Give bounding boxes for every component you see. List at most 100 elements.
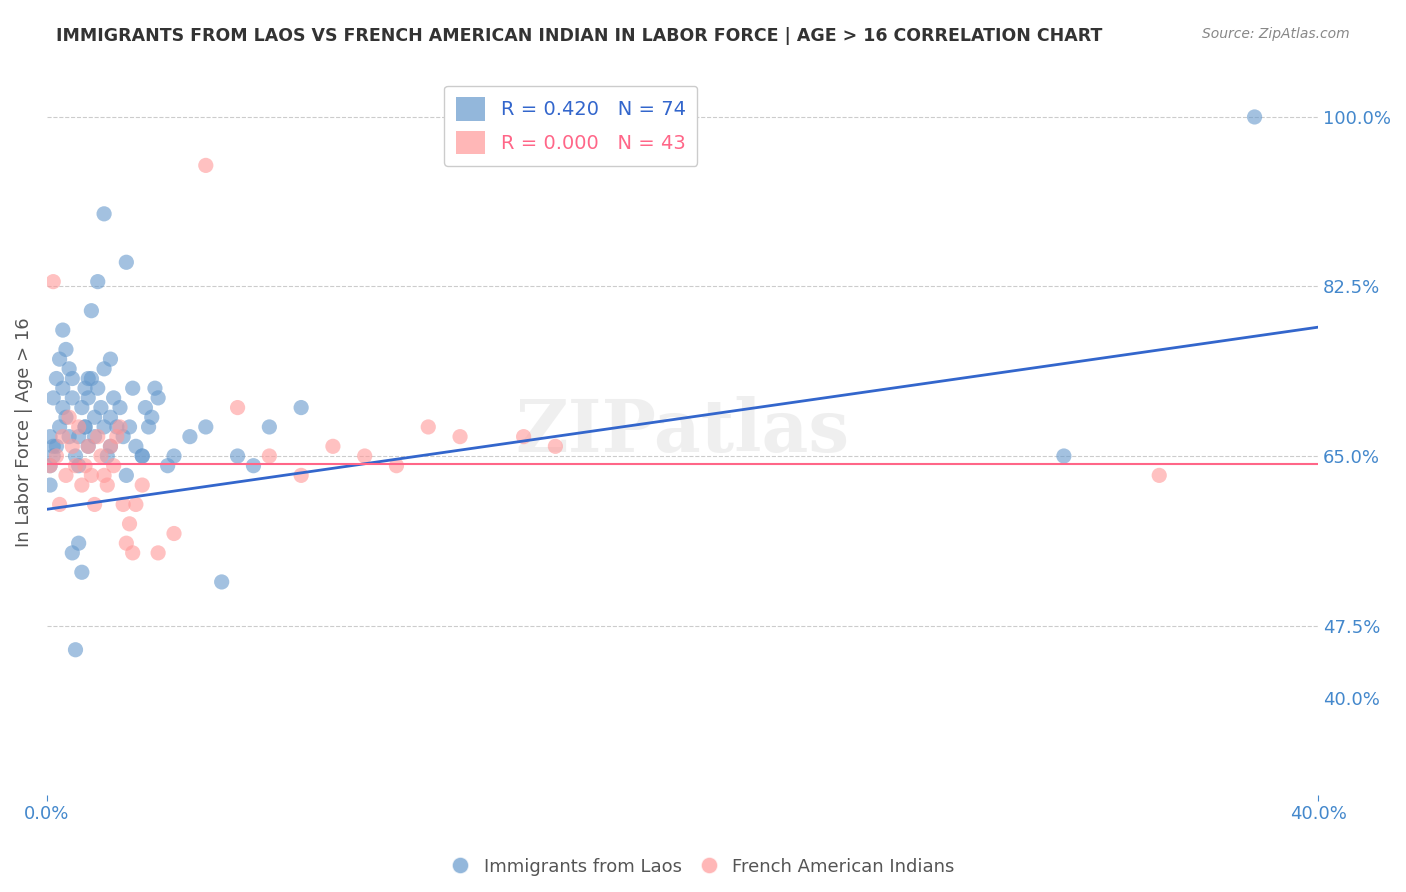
French American Indians — [108, 420, 131, 434]
Immigrants from Laos — [146, 391, 169, 405]
Immigrants from Laos — [105, 420, 128, 434]
Immigrants from Laos — [45, 439, 67, 453]
French American Indians — [112, 498, 135, 512]
French American Indians — [87, 430, 110, 444]
Immigrants from Laos — [121, 381, 143, 395]
Immigrants from Laos — [112, 430, 135, 444]
Immigrants from Laos — [52, 381, 75, 395]
Immigrants from Laos — [60, 546, 83, 560]
Immigrants from Laos — [87, 275, 110, 289]
French American Indians — [131, 478, 153, 492]
Immigrants from Laos — [60, 371, 83, 385]
French American Indians — [39, 458, 62, 473]
Immigrants from Laos — [39, 430, 62, 444]
French American Indians — [90, 449, 112, 463]
Y-axis label: In Labor Force | Age > 16: In Labor Force | Age > 16 — [15, 317, 32, 547]
French American Indians — [80, 468, 103, 483]
Immigrants from Laos — [83, 410, 105, 425]
Immigrants from Laos — [70, 401, 93, 415]
Immigrants from Laos — [156, 458, 179, 473]
Immigrants from Laos — [125, 439, 148, 453]
Immigrants from Laos — [100, 439, 122, 453]
French American Indians — [226, 401, 249, 415]
Immigrants from Laos — [103, 391, 125, 405]
Immigrants from Laos — [259, 420, 281, 434]
Immigrants from Laos — [80, 303, 103, 318]
Immigrants from Laos — [100, 410, 122, 425]
Immigrants from Laos — [100, 352, 122, 367]
French American Indians — [259, 449, 281, 463]
Immigrants from Laos — [134, 401, 156, 415]
Immigrants from Laos — [42, 439, 65, 453]
Immigrants from Laos — [58, 430, 80, 444]
Immigrants from Laos — [77, 439, 100, 453]
French American Indians — [100, 439, 122, 453]
Immigrants from Laos — [1243, 110, 1265, 124]
Immigrants from Laos — [48, 352, 70, 367]
Immigrants from Laos — [39, 478, 62, 492]
Immigrants from Laos — [67, 458, 90, 473]
Immigrants from Laos — [108, 401, 131, 415]
French American Indians — [105, 430, 128, 444]
Text: ZIPatlas: ZIPatlas — [516, 396, 849, 467]
Immigrants from Laos — [52, 401, 75, 415]
French American Indians — [125, 498, 148, 512]
French American Indians — [73, 458, 96, 473]
Immigrants from Laos — [290, 401, 312, 415]
French American Indians — [65, 458, 87, 473]
Immigrants from Laos — [1053, 449, 1076, 463]
Immigrants from Laos — [93, 207, 115, 221]
French American Indians — [96, 478, 118, 492]
Immigrants from Laos — [60, 391, 83, 405]
French American Indians — [77, 439, 100, 453]
French American Indians — [118, 516, 141, 531]
Immigrants from Laos — [115, 468, 138, 483]
French American Indians — [48, 498, 70, 512]
Immigrants from Laos — [118, 420, 141, 434]
Text: Source: ZipAtlas.com: Source: ZipAtlas.com — [1202, 27, 1350, 41]
French American Indians — [83, 498, 105, 512]
Immigrants from Laos — [93, 420, 115, 434]
Immigrants from Laos — [39, 458, 62, 473]
French American Indians — [353, 449, 375, 463]
Immigrants from Laos — [80, 371, 103, 385]
Immigrants from Laos — [67, 536, 90, 550]
French American Indians — [121, 546, 143, 560]
Immigrants from Laos — [87, 381, 110, 395]
Immigrants from Laos — [73, 420, 96, 434]
French American Indians — [67, 420, 90, 434]
Immigrants from Laos — [58, 361, 80, 376]
Immigrants from Laos — [77, 391, 100, 405]
French American Indians — [60, 439, 83, 453]
Immigrants from Laos — [73, 420, 96, 434]
Immigrants from Laos — [70, 566, 93, 580]
Immigrants from Laos — [163, 449, 186, 463]
Immigrants from Laos — [52, 323, 75, 337]
Immigrants from Laos — [194, 420, 217, 434]
Immigrants from Laos — [211, 574, 233, 589]
Immigrants from Laos — [67, 430, 90, 444]
French American Indians — [290, 468, 312, 483]
Immigrants from Laos — [55, 343, 77, 357]
French American Indians — [322, 439, 344, 453]
Legend: R = 0.420   N = 74, R = 0.000   N = 43: R = 0.420 N = 74, R = 0.000 N = 43 — [444, 86, 697, 166]
Immigrants from Laos — [96, 449, 118, 463]
French American Indians — [58, 410, 80, 425]
Immigrants from Laos — [48, 420, 70, 434]
Immigrants from Laos — [179, 430, 201, 444]
French American Indians — [385, 458, 408, 473]
French American Indians — [194, 158, 217, 172]
Immigrants from Laos — [77, 371, 100, 385]
French American Indians — [115, 536, 138, 550]
French American Indians — [146, 546, 169, 560]
French American Indians — [1147, 468, 1170, 483]
French American Indians — [103, 458, 125, 473]
French American Indians — [418, 420, 440, 434]
French American Indians — [45, 449, 67, 463]
Immigrants from Laos — [115, 255, 138, 269]
French American Indians — [449, 430, 471, 444]
French American Indians — [52, 430, 75, 444]
Immigrants from Laos — [42, 391, 65, 405]
Immigrants from Laos — [93, 361, 115, 376]
Immigrants from Laos — [55, 410, 77, 425]
